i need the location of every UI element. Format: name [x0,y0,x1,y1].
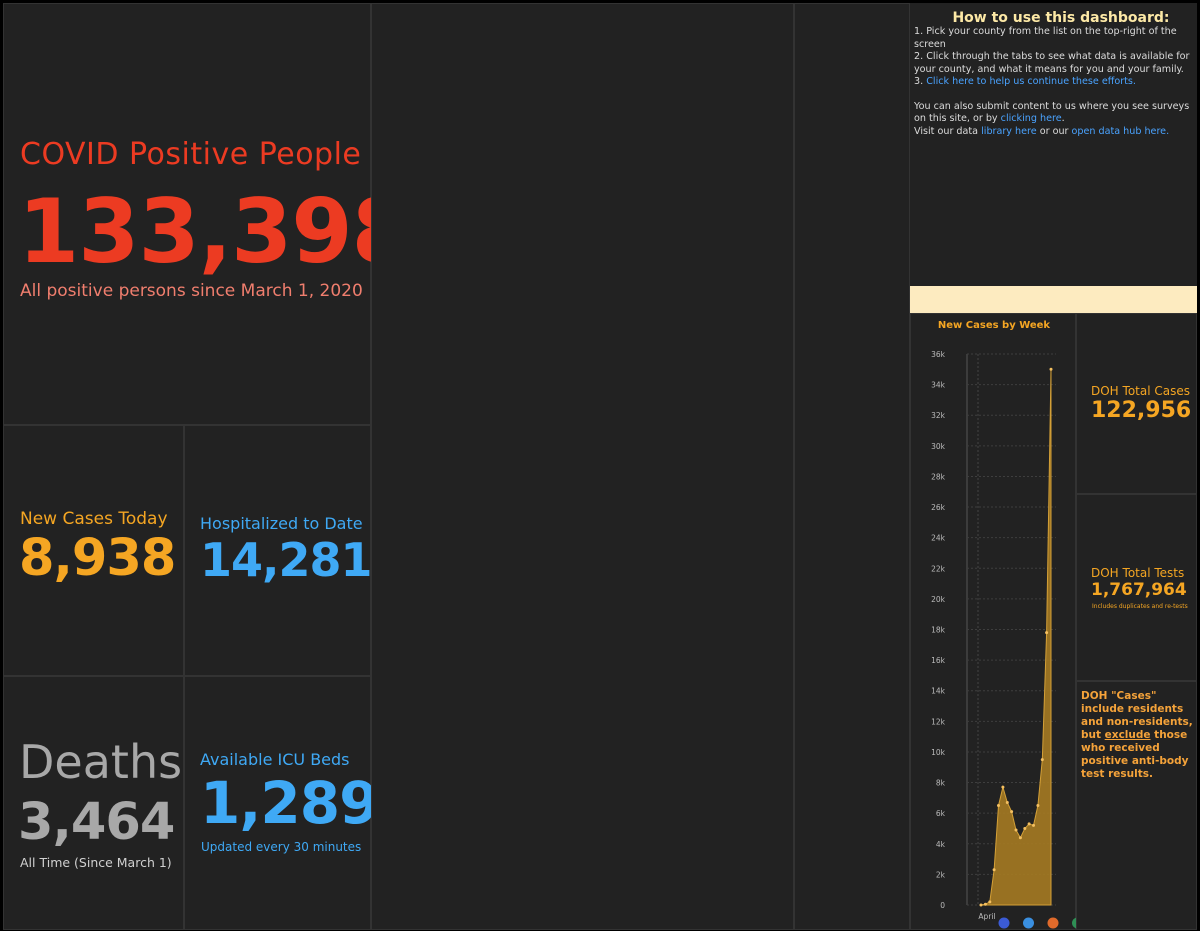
data-point[interactable] [979,903,983,907]
doh-tests-value: 1,767,964 [1091,580,1187,600]
help-panel: How to use this dashboard: 1. Pick your … [910,3,1197,286]
y-tick-label: 6k [936,809,946,818]
support-link[interactable]: Click here to help us continue these eff… [926,76,1136,87]
y-tick-label: 24k [931,534,946,543]
doh-note: DOH "Cases" include residents and non-re… [1081,690,1197,781]
data-point[interactable] [1010,810,1014,814]
doh-note-l2: include residents and non-residents, [1081,703,1193,728]
y-tick-label: 34k [931,381,946,390]
map-panel[interactable] [371,3,794,930]
y-tick-label: 18k [931,626,946,635]
help-visit: Visit our data library here or our open … [914,126,1192,139]
chart-title: New Cases by Week [937,320,1051,331]
help-submit-end: . [1061,113,1065,124]
facebook-icon[interactable] [998,917,1010,929]
submit-content-link[interactable]: clicking here [1000,113,1062,124]
doh-cases-title: DOH Total Cases [1091,384,1190,398]
data-point[interactable] [1040,758,1044,762]
list-panel[interactable] [794,3,910,930]
y-tick-label: 22k [931,564,946,573]
excel-icon[interactable] [1072,917,1077,929]
doh-cases-panel: DOH Total Cases 122,956 [1076,313,1197,494]
y-tick-label: 14k [931,687,946,696]
help-step-2: 2. Click through the tabs to see what da… [914,51,1190,75]
y-tick-label: 8k [936,779,946,788]
data-point[interactable] [1036,804,1040,807]
chart-panel: New Cases by Week 0 2k 4k 6k 8k 10k 12k 14k 16k 1… [910,313,1077,930]
doh-tests-title: DOH Total Tests [1091,566,1185,580]
doh-tests-note: Includes duplicates and re-tests [1092,603,1188,610]
help-submit-text: You can also submit content to us where … [914,100,1190,125]
y-tick-label: 20k [931,595,946,604]
deaths-value: 3,464 [18,793,175,852]
y-tick-label: 36k [931,350,946,359]
icu-value: 1,289 [200,769,379,837]
cases-area [980,369,1052,906]
help-text: How to use this dashboard: 1. Pick your … [914,10,1192,138]
weekly-cases-chart: 0 2k 4k 6k 8k 10k 12k 14k 16k 18k 20k 22k 24k 26k 28k 3… [931,350,1077,929]
y-tick-label: 12k [931,717,946,726]
new-cases-panel: New Cases Today 8,938 [3,425,184,676]
open-data-hub-link[interactable]: open data hub here. [1071,125,1170,137]
positive-subtitle: All positive persons since March 1, 2020 [20,281,363,301]
data-point[interactable] [1018,836,1022,840]
data-point[interactable] [1023,827,1027,830]
x-tick-label: April [978,912,995,921]
help-visit-mid: or our [1036,125,1072,137]
hospitalized-title: Hospitalized to Date [200,514,363,533]
data-point[interactable] [988,900,992,904]
doh-cases-value: 122,956 [1091,398,1192,423]
positive-title: COVID Positive People [20,137,362,172]
y-tick-label: 2k [936,870,946,879]
hospitalized-value: 14,281 [200,533,373,587]
data-point[interactable] [1005,801,1009,804]
y-tick-label: 16k [931,656,946,665]
doh-note-l3a: but [1081,729,1105,741]
y-tick-label: 10k [931,748,946,757]
embed-icon[interactable] [1047,917,1059,929]
data-library-link[interactable]: library here [981,125,1037,137]
positive-panel: COVID Positive People 133,398 All positi… [3,3,413,425]
deaths-subtitle: All Time (Since March 1) [20,855,172,870]
twitter-icon[interactable] [1023,917,1034,929]
y-tick-label: 32k [931,411,946,420]
y-tick-label: 4k [936,840,946,849]
doh-note-panel: DOH "Cases" include residents and non-re… [1076,681,1197,930]
deaths-title: Deaths [19,735,183,789]
data-point[interactable] [1049,367,1053,371]
data-point[interactable] [1045,631,1049,635]
banner [910,286,1197,313]
data-point[interactable] [983,902,987,906]
positive-value: 133,398 [18,180,413,283]
data-point[interactable] [1001,785,1005,789]
help-step-3-prefix: 3. [914,76,927,87]
icu-panel: Available ICU Beds 1,289 Updated every 3… [184,676,379,930]
icu-title: Available ICU Beds [200,750,350,769]
help-title: How to use this dashboard: [952,10,1170,26]
doh-tests-panel: DOH Total Tests 1,767,964 Includes dupli… [1076,494,1197,681]
help-step-3: 3. Click here to help us continue these … [914,76,1192,89]
y-tick-label: 28k [931,472,946,481]
icu-subtitle: Updated every 30 minutes [201,840,362,854]
data-point[interactable] [997,804,1000,807]
new-cases-value: 8,938 [19,529,176,588]
deaths-panel: Deaths 3,464 All Time (Since March 1) [3,676,184,930]
y-tick-label: 26k [931,503,946,512]
help-step-1: 1. Pick your county from the list on the… [914,26,1177,50]
help-visit-text: Visit our data [914,125,982,137]
data-point[interactable] [992,868,996,872]
data-point[interactable] [1014,828,1018,832]
help-submit: You can also submit content to us where … [914,101,1192,126]
doh-note-l1: DOH "Cases" [1081,690,1157,702]
hospitalized-panel: Hospitalized to Date 14,281 [184,425,373,676]
doh-note-l3b: those who received positive anti-body te… [1081,729,1189,780]
y-tick-label: 0 [940,901,945,910]
doh-note-exclude: exclude [1104,729,1151,741]
new-cases-title: New Cases Today [20,509,168,529]
y-tick-label: 30k [931,442,946,451]
data-point[interactable] [1027,822,1031,826]
data-point[interactable] [1032,823,1035,827]
